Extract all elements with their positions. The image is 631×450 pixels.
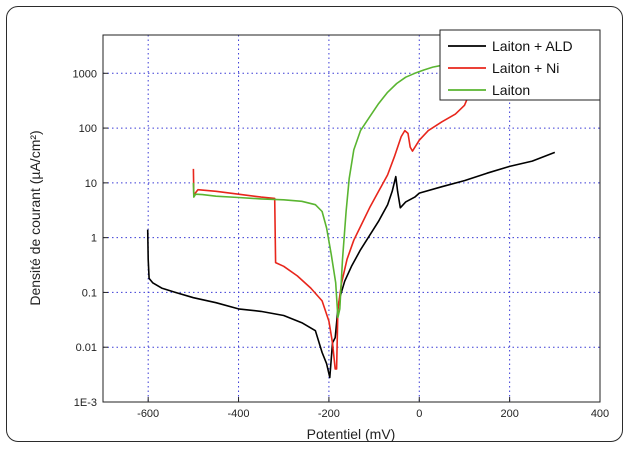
legend-label-laiton: Laiton [492,82,530,98]
x-tick-label: 200 [500,408,518,420]
x-tick-label: -400 [228,408,250,420]
series-line-3 [192,64,443,319]
x-axis-title: Potentiel (mV) [307,426,396,442]
y-tick-label: 1 [91,233,97,245]
x-axis-ticks: -600 -400 -200 0 200 400 [137,397,609,420]
series-layer [146,64,556,379]
x-tick-label: 400 [591,408,609,420]
y-tick-label: 0.01 [76,342,97,354]
y-tick-label: 0.1 [82,287,97,299]
series-line-2 [192,78,477,370]
legend-label-ald: Laiton + ALD [492,38,573,54]
plot-border [102,34,601,403]
x-tick-label: -600 [137,408,159,420]
y-tick-label: 100 [79,123,97,135]
x-tick-label: 0 [416,408,422,420]
legend-box [439,29,601,101]
legend-label-ni: Laiton + Ni [492,60,559,76]
y-tick-label: 1000 [73,68,97,80]
y-tick-label: 1E-3 [74,397,97,409]
x-tick-label: -200 [318,408,340,420]
legend: Laiton + ALD Laiton + Ni Laiton [439,29,601,101]
y-axis-ticks: 1E-3 0.01 0.1 1 10 100 1000 [73,68,108,409]
y-axis-title: Densité de courant (µA/cm²) [27,130,43,305]
y-tick-label: 10 [85,178,97,190]
